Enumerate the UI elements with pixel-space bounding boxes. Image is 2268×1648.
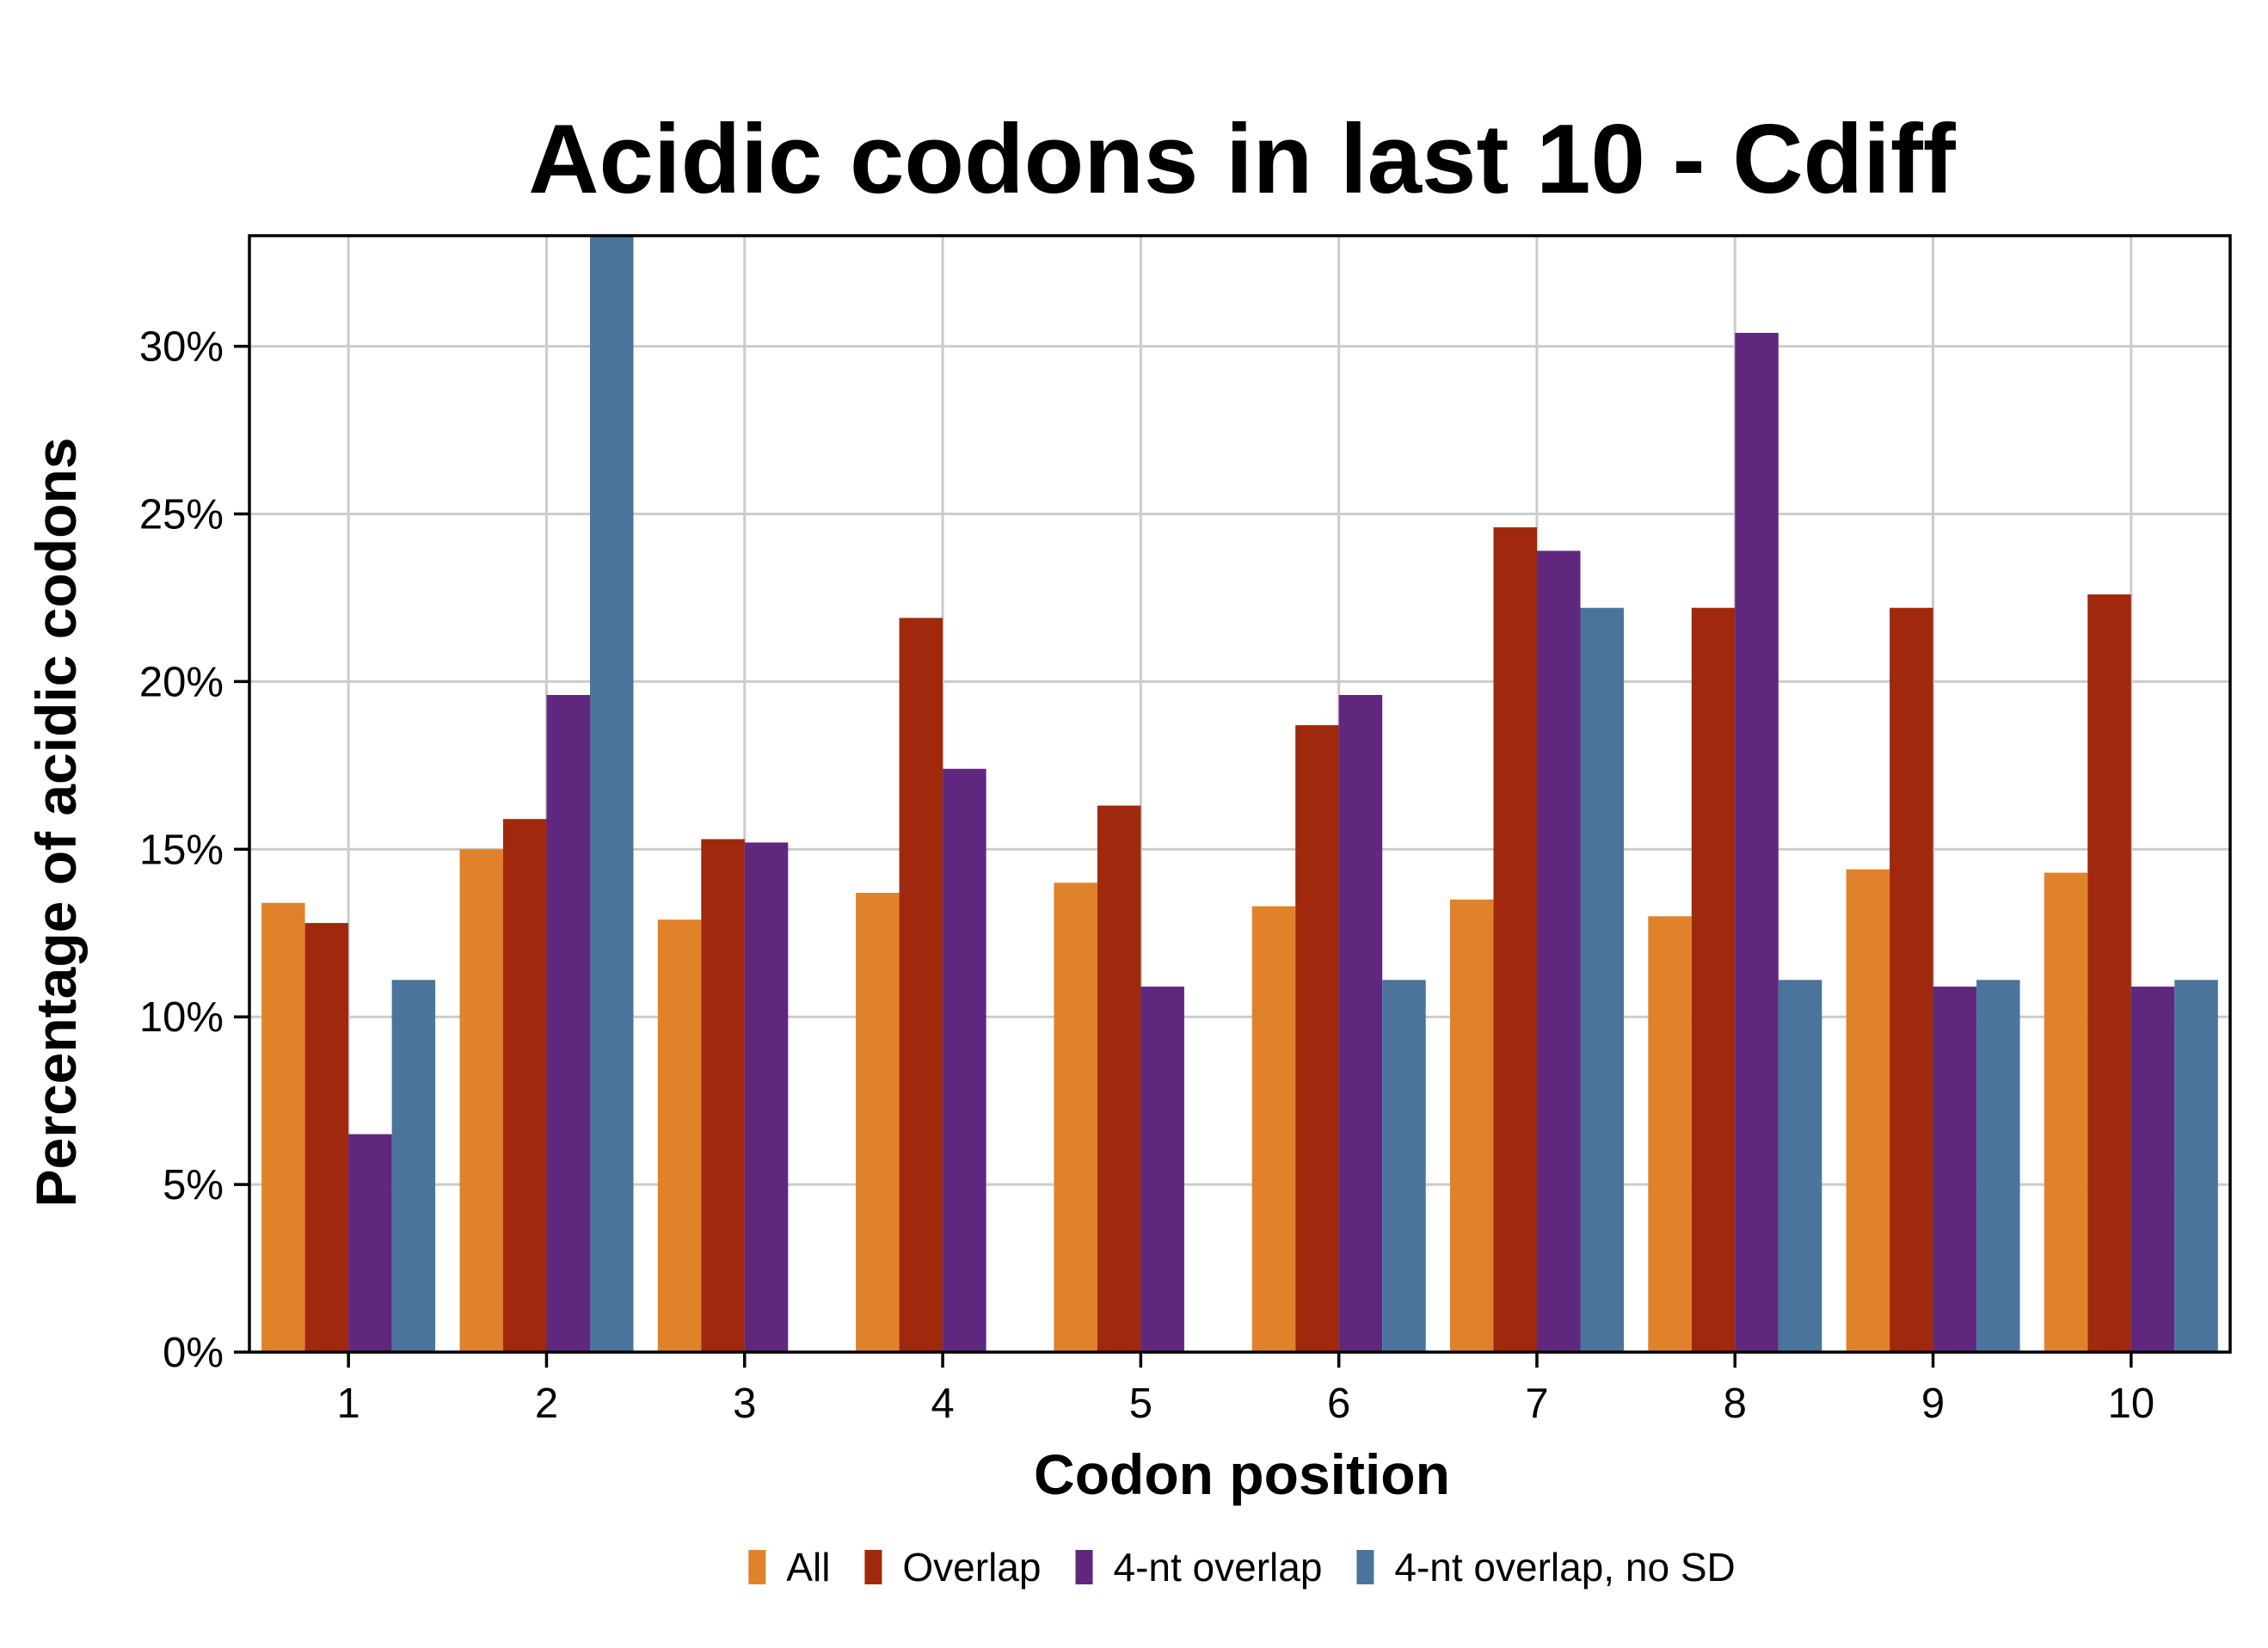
legend-label: Overlap	[902, 1545, 1041, 1590]
bar	[856, 893, 900, 1352]
x-tick-label: 6	[1327, 1381, 1350, 1427]
bar	[2044, 872, 2088, 1352]
bar	[1382, 980, 1426, 1352]
bar	[1691, 607, 1736, 1352]
bar	[899, 618, 943, 1352]
bars	[261, 236, 2218, 1352]
bar	[1097, 805, 1141, 1352]
legend-swatch	[748, 1550, 766, 1584]
x-axis-title: Codon position	[1034, 1442, 1450, 1506]
bar	[2174, 980, 2218, 1352]
plot-frame	[248, 234, 2232, 1354]
y-tick-label: 0%	[163, 1330, 224, 1376]
x-tick-label: 8	[1724, 1381, 1747, 1427]
bar	[943, 768, 986, 1352]
bar	[1976, 980, 2020, 1352]
x-tick-label: 1	[337, 1381, 360, 1427]
axis-ticks	[234, 344, 2133, 1368]
y-tick-label: 15%	[139, 827, 224, 873]
y-tick-label: 30%	[139, 324, 224, 371]
bar	[657, 919, 702, 1352]
legend: All Overlap 4-nt overlap 4-nt overlap, no S…	[748, 1545, 1736, 1590]
bar	[1890, 607, 1933, 1352]
chart-title: Acidic codons in last 10 - Cdiff	[528, 105, 1957, 214]
y-tick-label: 25%	[139, 492, 224, 538]
y-axis-tick-labels: 0% 5% 10% 15% 20% 25% 30%	[139, 324, 224, 1376]
y-tick-label: 20%	[139, 659, 224, 705]
x-tick-label: 2	[535, 1381, 558, 1427]
bar	[1450, 899, 1494, 1352]
bar	[1648, 916, 1692, 1352]
x-axis-tick-labels: 1 2 3 4 5 6 7 8 9 10	[337, 1381, 2155, 1427]
bar	[590, 236, 634, 1352]
bar	[261, 902, 305, 1352]
bar	[546, 695, 590, 1352]
bar	[459, 849, 503, 1352]
bar	[1537, 550, 1581, 1352]
bar	[701, 839, 745, 1352]
legend-label: All	[786, 1545, 830, 1590]
x-tick-label: 3	[733, 1381, 756, 1427]
legend-swatch	[1356, 1550, 1374, 1584]
y-axis-title: Percentage of acidic codons	[24, 438, 88, 1208]
x-tick-label: 9	[1921, 1381, 1945, 1427]
legend-swatch	[864, 1550, 882, 1584]
bar	[1338, 695, 1383, 1352]
legend-swatch	[1075, 1550, 1093, 1584]
bar	[1580, 607, 1624, 1352]
bar	[1846, 869, 1890, 1352]
bar	[1735, 333, 1779, 1352]
x-tick-label: 4	[931, 1381, 954, 1427]
bar	[503, 819, 547, 1352]
bar	[348, 1134, 392, 1352]
bar	[1295, 725, 1339, 1352]
bar	[2087, 594, 2131, 1352]
bar	[1140, 987, 1184, 1352]
bar	[304, 923, 349, 1352]
bar	[1251, 906, 1296, 1352]
bar	[1054, 882, 1097, 1352]
y-tick-label: 10%	[139, 994, 224, 1041]
x-tick-label: 10	[2108, 1381, 2155, 1427]
x-tick-label: 5	[1129, 1381, 1152, 1427]
bar	[1778, 980, 1822, 1352]
bar	[2130, 987, 2175, 1352]
x-tick-label: 7	[1525, 1381, 1548, 1427]
bar	[391, 980, 436, 1352]
legend-label: 4-nt overlap, no SD	[1394, 1545, 1735, 1590]
legend-label: 4-nt overlap	[1114, 1545, 1323, 1590]
y-tick-label: 5%	[163, 1162, 224, 1208]
bar	[1933, 987, 1977, 1352]
bar	[1493, 527, 1537, 1352]
bar	[744, 842, 789, 1352]
